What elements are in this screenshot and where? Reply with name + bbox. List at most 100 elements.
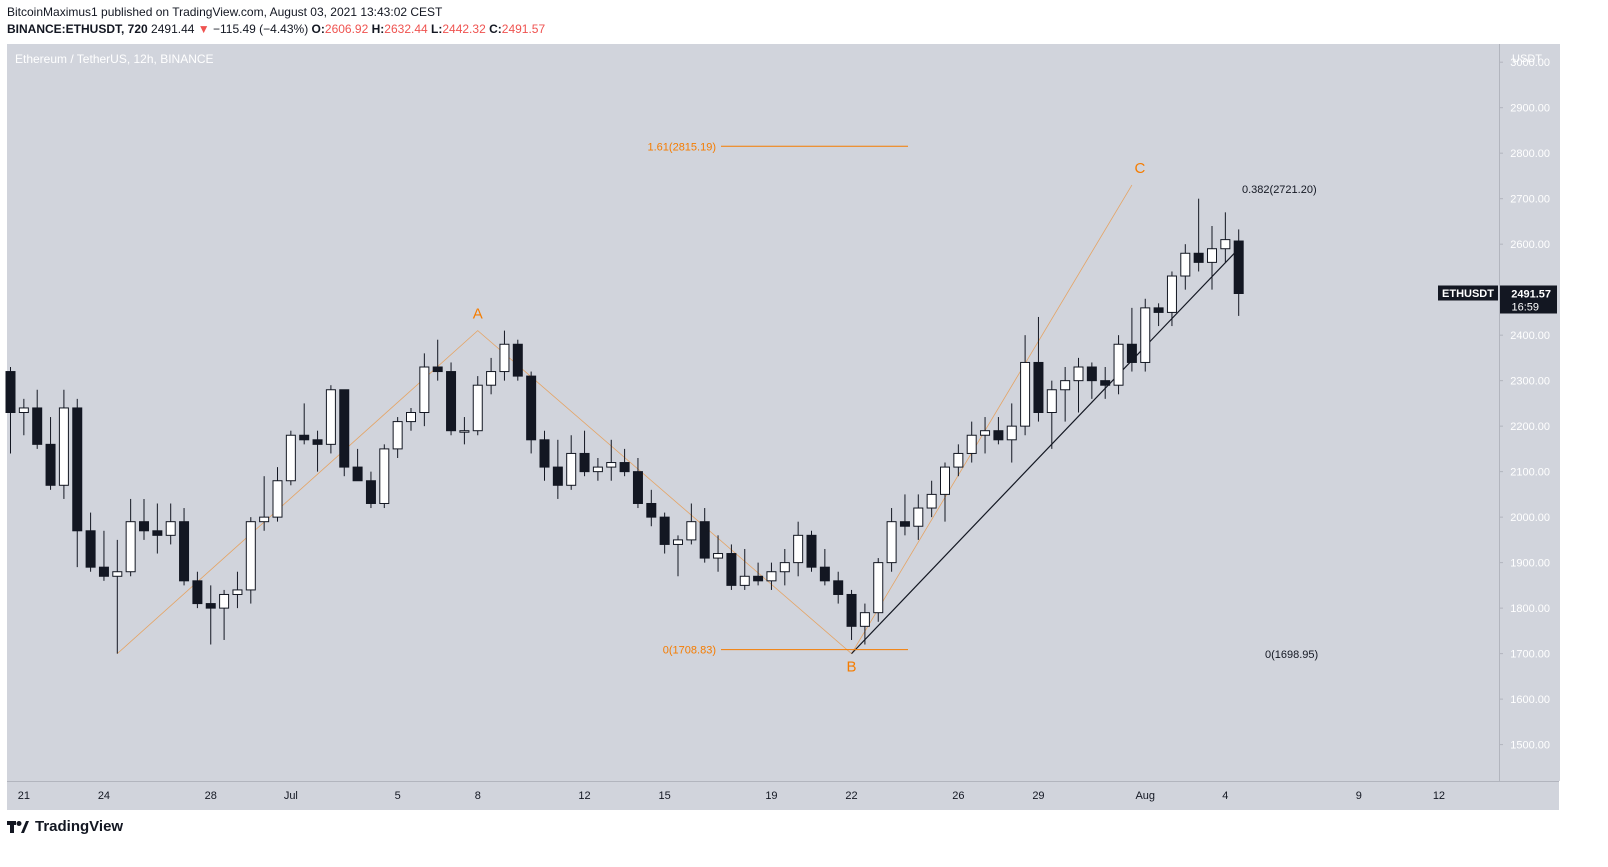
candle [459, 417, 470, 445]
candle [899, 494, 910, 536]
candle [285, 430, 296, 486]
candle-body [1166, 275, 1177, 313]
candle [499, 330, 510, 381]
candle [646, 489, 657, 527]
candle [1073, 357, 1084, 413]
candle [472, 376, 483, 436]
candle [219, 589, 230, 640]
candle [1086, 362, 1097, 399]
candle-body [392, 421, 403, 450]
y-tick-label: 2300.00 [1510, 376, 1550, 388]
close-label: C: [489, 22, 502, 36]
last-price-label: 2491.57 [1511, 289, 1551, 301]
candle-body [112, 571, 123, 577]
wave-label-a: A [473, 306, 483, 323]
plot-area[interactable] [7, 44, 1499, 781]
candle-body [1207, 248, 1217, 263]
candle-body [312, 439, 323, 445]
candle-body [726, 553, 737, 586]
candle [325, 385, 336, 454]
x-tick-label: 22 [845, 790, 857, 802]
candle-body [472, 384, 483, 432]
candle-body [1126, 343, 1137, 363]
candle [726, 544, 737, 590]
wave-label-c: C [1134, 160, 1145, 177]
candle-body [1153, 307, 1164, 313]
fib-extension-label: 0.382(2721.20) [1242, 184, 1317, 196]
candle-body [619, 462, 630, 473]
candle [512, 339, 523, 381]
candle-body [499, 343, 510, 373]
candle [259, 476, 270, 531]
candle [392, 417, 403, 458]
candle-body [1233, 240, 1244, 295]
candle-body [966, 434, 977, 454]
candle [833, 571, 844, 604]
candle [779, 548, 790, 586]
candle-body [1073, 366, 1084, 382]
candle [806, 530, 817, 572]
candle [45, 417, 56, 490]
candle-body [352, 466, 363, 482]
candle-body [699, 521, 710, 559]
tradingview-logo: TradingView [7, 818, 123, 835]
candle [165, 503, 176, 545]
candle [312, 430, 323, 472]
candle-body [980, 430, 991, 436]
candle [753, 562, 764, 586]
candle-body [1020, 361, 1031, 427]
candle [566, 435, 577, 490]
y-tick-label: 2000.00 [1510, 512, 1550, 524]
candle [1006, 403, 1017, 463]
candle [859, 603, 870, 645]
price-change: −115.49 (−4.43%) [213, 22, 309, 36]
candle [112, 539, 123, 654]
candle [739, 548, 750, 590]
x-tick-label: 4 [1222, 790, 1228, 802]
candle-body [632, 471, 643, 504]
candle-body [299, 434, 310, 441]
candle [659, 512, 670, 554]
ohlc-line: BINANCE:ETHUSDT, 720 2491.44 ▼ −115.49 (… [7, 22, 545, 36]
y-tick-label: 2900.00 [1510, 103, 1550, 115]
time-axis[interactable] [7, 781, 1559, 810]
close-value: 2491.57 [501, 22, 546, 36]
x-tick-label: 15 [659, 790, 671, 802]
candle [245, 517, 256, 604]
candle [913, 494, 924, 540]
candle [552, 439, 563, 499]
symbol-tag-label: ETHUSDT [1442, 288, 1494, 300]
candle-body [125, 521, 136, 573]
candle [940, 462, 950, 522]
candle-body [766, 571, 777, 582]
candle-body [285, 434, 296, 482]
y-tick-label: 2100.00 [1510, 467, 1550, 479]
candle-body [72, 407, 83, 532]
pair-title: Ethereum / TetherUS, 12h, BINANCE [15, 52, 214, 66]
y-tick-label: 1800.00 [1510, 603, 1550, 615]
y-tick-label: 2700.00 [1510, 194, 1550, 206]
y-tick-label: 2400.00 [1510, 330, 1550, 342]
candle-body [45, 443, 56, 486]
candle-body [940, 466, 950, 495]
candle-body [646, 502, 657, 518]
x-tick-label: 24 [98, 790, 110, 802]
candle [232, 571, 243, 609]
candle [58, 389, 69, 499]
candle-body [152, 530, 163, 536]
candle [72, 398, 83, 568]
candle-body [833, 580, 844, 595]
trendline [851, 248, 1240, 655]
candle-body [1193, 252, 1204, 263]
candle-body [1100, 380, 1111, 386]
candle-body [539, 439, 550, 468]
bar-countdown: 16:59 [1511, 302, 1539, 314]
candle [85, 512, 96, 572]
candle-body [98, 566, 109, 577]
x-tick-label: 19 [765, 790, 777, 802]
price-axis[interactable] [1499, 44, 1560, 781]
candle [32, 389, 43, 449]
candle [139, 498, 149, 540]
x-tick-label: Aug [1135, 790, 1155, 802]
candle-body [819, 566, 830, 582]
